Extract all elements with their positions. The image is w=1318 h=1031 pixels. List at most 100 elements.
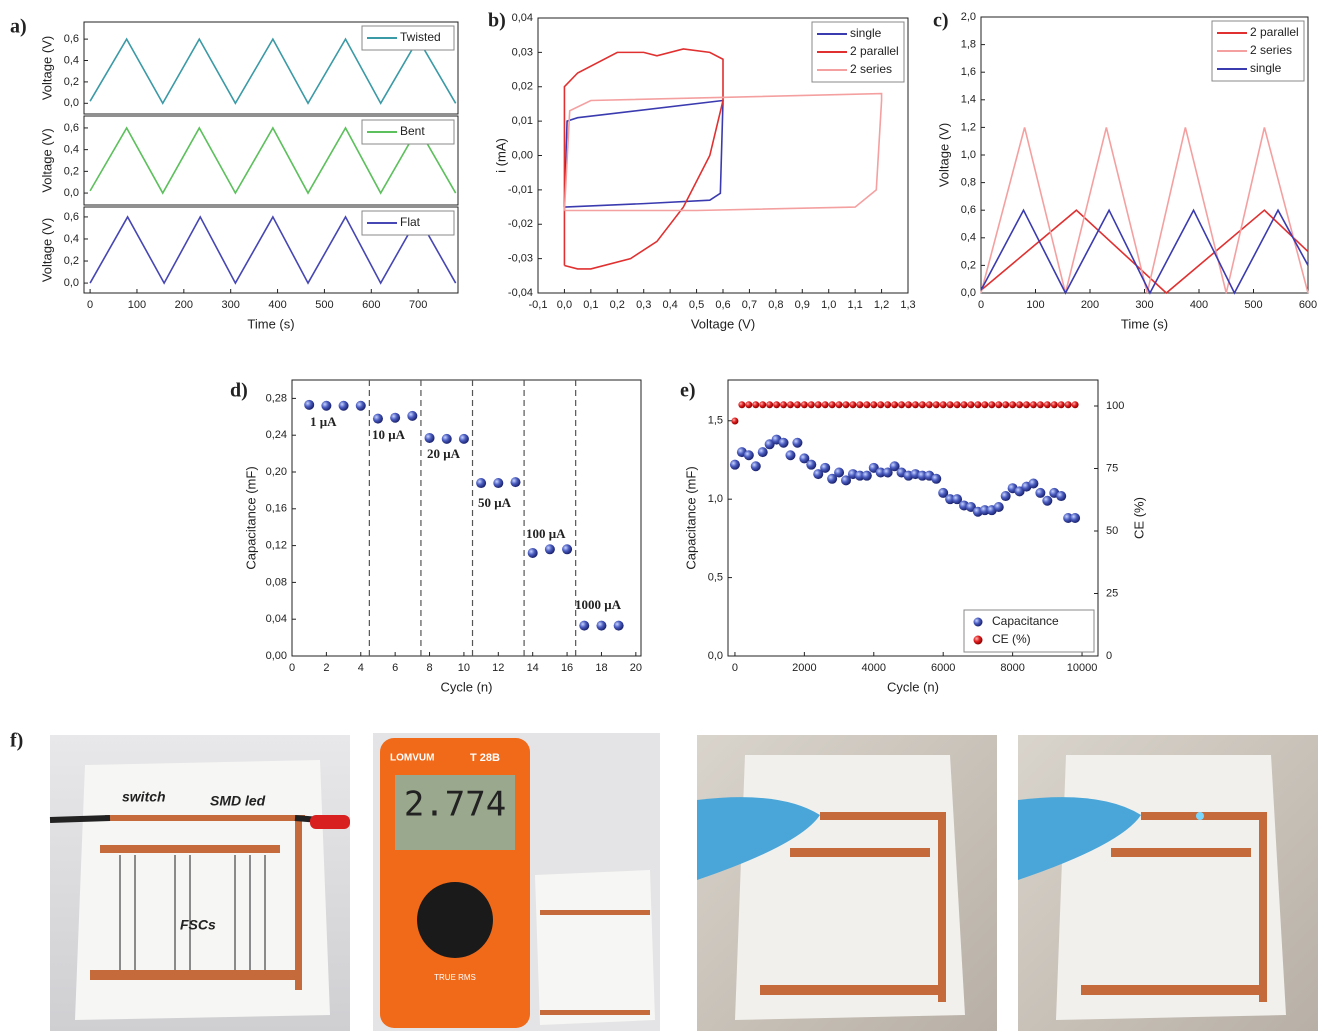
x-tick-label: 0,7 <box>742 299 757 311</box>
point <box>981 401 988 408</box>
y-axis-label: Voltage (V) <box>39 128 54 192</box>
x-tick-label: 400 <box>268 299 286 311</box>
y-tick-label: 1,6 <box>961 66 976 78</box>
x-tick-label: 500 <box>315 299 333 311</box>
point <box>731 418 738 425</box>
y-tick-label: 1,0 <box>961 149 976 161</box>
legend-label: Bent <box>400 124 425 138</box>
x-tick-label: 0 <box>732 662 738 674</box>
point <box>738 401 745 408</box>
point <box>1058 401 1065 408</box>
x-axis-label: Time (s) <box>247 316 294 331</box>
point <box>961 401 968 408</box>
x-tick-label: 300 <box>222 299 240 311</box>
point <box>808 401 815 408</box>
x-tick-label: 0 <box>289 662 295 674</box>
x-tick-label: 600 <box>1299 299 1317 311</box>
point <box>836 401 843 408</box>
y-tick-label: 0,5 <box>708 571 723 583</box>
film <box>535 870 655 1025</box>
y-tick-label: 0,0 <box>961 287 976 299</box>
legend-label: 2 parallel <box>850 44 899 58</box>
y-tick-label: 1,5 <box>708 415 723 427</box>
x-tick-label: 18 <box>595 662 607 674</box>
series-line <box>564 101 723 208</box>
y-tick-label: 0,20 <box>266 466 287 478</box>
x-tick-label: 16 <box>561 662 573 674</box>
copper <box>90 970 300 980</box>
x-axis-label: Voltage (V) <box>691 316 755 331</box>
label: TRUE RMS <box>434 973 476 982</box>
legend-label: single <box>1250 61 1282 75</box>
y-tick-label: 1,4 <box>961 94 976 106</box>
point <box>780 401 787 408</box>
panel-label: b) <box>488 10 506 32</box>
x-tick-label: -0,1 <box>529 299 548 311</box>
x-tick-label: 8 <box>426 662 432 674</box>
y-tick-label: 0,0 <box>64 97 79 109</box>
point <box>304 400 314 410</box>
y-tick-label: 0,04 <box>266 613 287 625</box>
y-tick-label: 0,0 <box>64 277 79 289</box>
y-tick-label: -0,03 <box>508 253 533 265</box>
point <box>1002 401 1009 408</box>
point <box>373 414 383 424</box>
point <box>752 401 759 408</box>
photo-label: switch <box>122 789 166 805</box>
point <box>815 401 822 408</box>
panel-label: a) <box>10 16 27 38</box>
point <box>545 544 555 554</box>
point <box>407 411 417 421</box>
dial <box>417 882 493 958</box>
y-axis-label: Capacitance (mF) <box>243 466 258 569</box>
x-tick-label: 400 <box>1190 299 1208 311</box>
x-tick-label: 2000 <box>792 662 816 674</box>
x-tick-label: 0 <box>87 299 93 311</box>
y-axis-label: i (mA) <box>493 138 508 173</box>
y-tick-label: 0,4 <box>64 233 79 245</box>
x-tick-label: 200 <box>175 299 193 311</box>
point <box>884 401 891 408</box>
point <box>773 401 780 408</box>
y-tick-label: 0,8 <box>961 177 976 189</box>
point <box>1065 401 1072 408</box>
y-axis-label: Voltage (V) <box>936 123 951 187</box>
brand: LOMVUM <box>390 753 434 764</box>
y-axis-label: Voltage (V) <box>39 218 54 282</box>
y-tick-label: 0,6 <box>961 204 976 216</box>
point <box>321 401 331 411</box>
legend-marker <box>974 618 983 627</box>
point <box>806 460 816 470</box>
copper <box>105 815 305 821</box>
point <box>870 401 877 408</box>
point <box>744 450 754 460</box>
legend-label: single <box>850 26 882 40</box>
point <box>759 401 766 408</box>
point <box>751 461 761 471</box>
point <box>829 401 836 408</box>
y-tick-label: 0,2 <box>64 76 79 88</box>
point <box>1072 401 1079 408</box>
y2-tick-label: 100 <box>1106 400 1124 412</box>
annotation: 10 μA <box>372 427 406 442</box>
point <box>995 401 1002 408</box>
x-tick-label: 0,4 <box>662 299 677 311</box>
annotation: 100 μA <box>526 526 566 541</box>
point <box>1051 401 1058 408</box>
legend-marker <box>974 636 983 645</box>
x-tick-label: 0,3 <box>636 299 651 311</box>
point <box>877 401 884 408</box>
x-tick-label: 0,9 <box>795 299 810 311</box>
x-axis-label: Cycle (n) <box>440 679 492 694</box>
annotation: 1000 μA <box>575 597 622 612</box>
y-tick-label: 0,6 <box>64 211 79 223</box>
y-tick-label: -0,04 <box>508 287 533 299</box>
y-tick-label: 2,0 <box>961 11 976 23</box>
y-tick-label: -0,01 <box>508 184 533 196</box>
point <box>994 502 1004 512</box>
panel-label: e) <box>680 380 696 402</box>
photo-panel: f) switch SMD led FSCs LOMVUM T 28B 2.77… <box>10 730 1318 1031</box>
point <box>1009 401 1016 408</box>
x-tick-label: 1,0 <box>821 299 836 311</box>
x-tick-label: 12 <box>492 662 504 674</box>
